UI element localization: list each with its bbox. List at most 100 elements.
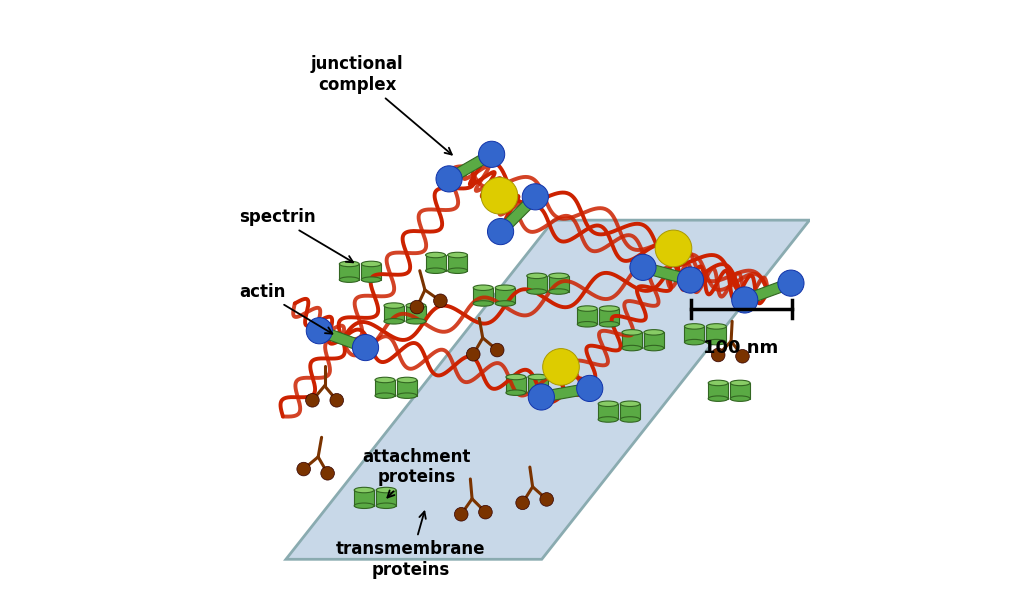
- Ellipse shape: [406, 303, 426, 308]
- Circle shape: [352, 334, 379, 361]
- Ellipse shape: [549, 273, 568, 278]
- Ellipse shape: [354, 487, 374, 493]
- Ellipse shape: [397, 377, 417, 383]
- Text: junctional
complex: junctional complex: [311, 55, 452, 155]
- Circle shape: [778, 270, 804, 296]
- Ellipse shape: [621, 416, 640, 422]
- Ellipse shape: [684, 339, 705, 345]
- Bar: [361, 264, 381, 280]
- Circle shape: [522, 184, 549, 210]
- Text: actin: actin: [239, 283, 333, 334]
- Circle shape: [305, 393, 319, 407]
- Ellipse shape: [384, 318, 403, 324]
- Circle shape: [543, 349, 580, 385]
- Circle shape: [478, 505, 493, 519]
- Circle shape: [732, 287, 758, 313]
- Ellipse shape: [621, 401, 640, 406]
- Ellipse shape: [354, 503, 374, 509]
- Bar: [526, 276, 547, 292]
- Circle shape: [490, 343, 504, 357]
- Text: attachment
proteins: attachment proteins: [362, 447, 471, 497]
- Polygon shape: [323, 327, 362, 351]
- Ellipse shape: [526, 273, 547, 278]
- Bar: [644, 333, 664, 348]
- Ellipse shape: [707, 339, 726, 345]
- Circle shape: [467, 347, 480, 361]
- Polygon shape: [286, 220, 810, 559]
- Circle shape: [577, 375, 603, 402]
- Circle shape: [712, 348, 725, 362]
- Circle shape: [297, 462, 310, 476]
- Bar: [406, 306, 426, 321]
- Bar: [354, 490, 374, 506]
- Ellipse shape: [506, 374, 526, 380]
- Ellipse shape: [644, 330, 664, 335]
- Ellipse shape: [376, 487, 396, 493]
- Circle shape: [306, 318, 333, 344]
- Bar: [376, 490, 396, 506]
- Ellipse shape: [528, 374, 548, 380]
- Ellipse shape: [406, 318, 426, 324]
- Polygon shape: [501, 197, 536, 231]
- Polygon shape: [748, 280, 787, 303]
- Bar: [397, 380, 417, 396]
- Ellipse shape: [578, 321, 597, 327]
- Ellipse shape: [375, 393, 395, 399]
- Bar: [730, 383, 751, 399]
- Ellipse shape: [709, 396, 728, 402]
- Ellipse shape: [644, 345, 664, 351]
- Polygon shape: [546, 384, 586, 402]
- Ellipse shape: [709, 380, 728, 386]
- Ellipse shape: [578, 306, 597, 311]
- Ellipse shape: [426, 252, 445, 258]
- Circle shape: [677, 267, 703, 293]
- Ellipse shape: [598, 401, 618, 406]
- Ellipse shape: [473, 285, 494, 290]
- Ellipse shape: [397, 393, 417, 399]
- Bar: [384, 306, 403, 321]
- Bar: [684, 327, 705, 342]
- Ellipse shape: [361, 261, 381, 267]
- Ellipse shape: [375, 377, 395, 383]
- Ellipse shape: [598, 416, 618, 422]
- Bar: [599, 309, 620, 324]
- Bar: [622, 333, 642, 348]
- Bar: [447, 255, 468, 271]
- Bar: [598, 404, 618, 419]
- Circle shape: [630, 254, 656, 280]
- Circle shape: [411, 300, 424, 314]
- Ellipse shape: [526, 289, 547, 295]
- Bar: [549, 276, 568, 292]
- Ellipse shape: [361, 277, 381, 283]
- Circle shape: [481, 177, 518, 214]
- Ellipse shape: [528, 390, 548, 396]
- Ellipse shape: [599, 321, 620, 327]
- Ellipse shape: [684, 324, 705, 329]
- Ellipse shape: [496, 300, 515, 306]
- Ellipse shape: [339, 261, 359, 267]
- Ellipse shape: [730, 396, 751, 402]
- Bar: [707, 327, 726, 342]
- Circle shape: [433, 294, 447, 308]
- Circle shape: [540, 493, 554, 506]
- Text: 100 nm: 100 nm: [703, 339, 778, 357]
- Circle shape: [655, 230, 692, 267]
- Ellipse shape: [473, 300, 494, 306]
- Ellipse shape: [730, 380, 751, 386]
- Bar: [709, 383, 728, 399]
- Circle shape: [528, 384, 554, 410]
- Ellipse shape: [376, 503, 396, 509]
- Ellipse shape: [447, 268, 468, 274]
- Polygon shape: [646, 264, 687, 284]
- Circle shape: [436, 166, 462, 192]
- Bar: [426, 255, 445, 271]
- Circle shape: [516, 496, 529, 509]
- Circle shape: [321, 466, 335, 480]
- Ellipse shape: [622, 330, 642, 335]
- Bar: [528, 377, 548, 393]
- Bar: [496, 288, 515, 303]
- Circle shape: [330, 393, 343, 407]
- Ellipse shape: [496, 285, 515, 290]
- Bar: [473, 288, 494, 303]
- Text: transmembrane
proteins: transmembrane proteins: [336, 512, 485, 579]
